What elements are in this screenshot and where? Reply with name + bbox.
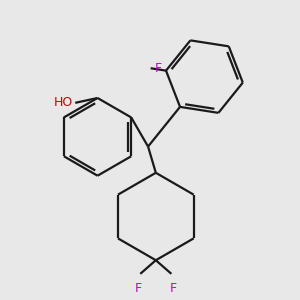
Text: HO: HO (54, 96, 73, 109)
Text: F: F (135, 282, 142, 295)
Text: F: F (170, 282, 177, 295)
Text: F: F (154, 62, 162, 75)
